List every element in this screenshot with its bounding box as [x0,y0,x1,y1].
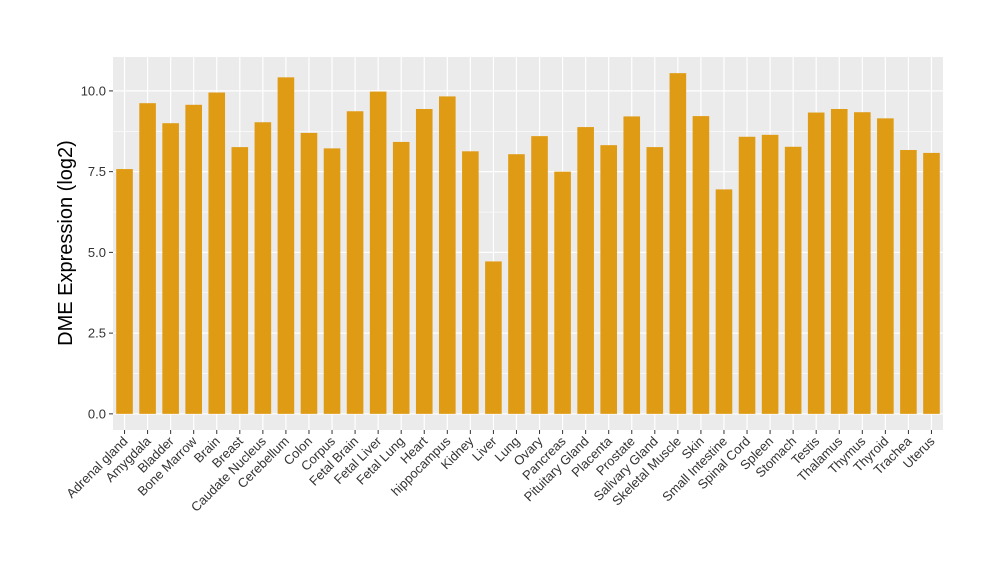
bar-ovary [531,136,548,414]
bar-trachea [900,150,917,414]
bar-breast [231,147,249,414]
bar-hippocampus [439,96,456,414]
y-tick-label: 5.0 [88,245,106,260]
bar-fetal-lung [392,141,410,414]
bar-brain [208,92,226,414]
bar-thymus [854,112,871,414]
bar-pituitary-gland [577,127,594,414]
bars [116,73,940,414]
bar-adrenal-gland [116,169,133,414]
bar-bone-marrow [185,104,202,414]
bar-salivary-gland [646,147,664,414]
plot-panel [113,57,943,430]
bar-cerebellum [277,77,295,414]
bar-fetal-liver [369,91,387,414]
bar-bladder [162,123,179,414]
bar-placenta [600,145,617,414]
bar-small-intestine [715,189,733,414]
bar-stomach [784,146,802,414]
x-tick-label: Liver [469,433,500,464]
bar-prostate [623,116,641,414]
y-axis-title: DME Expression (log2) [55,140,77,346]
bar-thalamus [830,108,848,414]
bar-corpus [323,148,341,414]
bar-spinal-cord [738,136,756,414]
y-axis: 0.0 2.5 5.0 7.5 10.0 [81,83,113,421]
bar-caudate-nucleus [254,122,272,414]
y-tick-label: 0.0 [88,406,106,421]
bar-liver [485,261,502,414]
bar-uterus [923,152,940,414]
y-tick-label: 2.5 [88,326,106,341]
bar-skeletal-muscle [669,73,687,414]
bar-spleen [761,134,779,414]
bar-pancreas [554,171,571,414]
minor-gridlines [113,130,943,374]
bar-heart [415,108,433,414]
bar-thyroid [877,118,894,414]
bar-fetal-brain [346,111,364,414]
bar-skin [692,116,710,414]
bar-lung [508,154,525,414]
bar-testis [807,112,825,414]
bar-colon [300,132,318,414]
y-tick-label: 10.0 [81,83,106,98]
bar-kidney [462,151,479,414]
bar-amygdala [139,103,156,414]
y-tick-label: 7.5 [88,164,106,179]
